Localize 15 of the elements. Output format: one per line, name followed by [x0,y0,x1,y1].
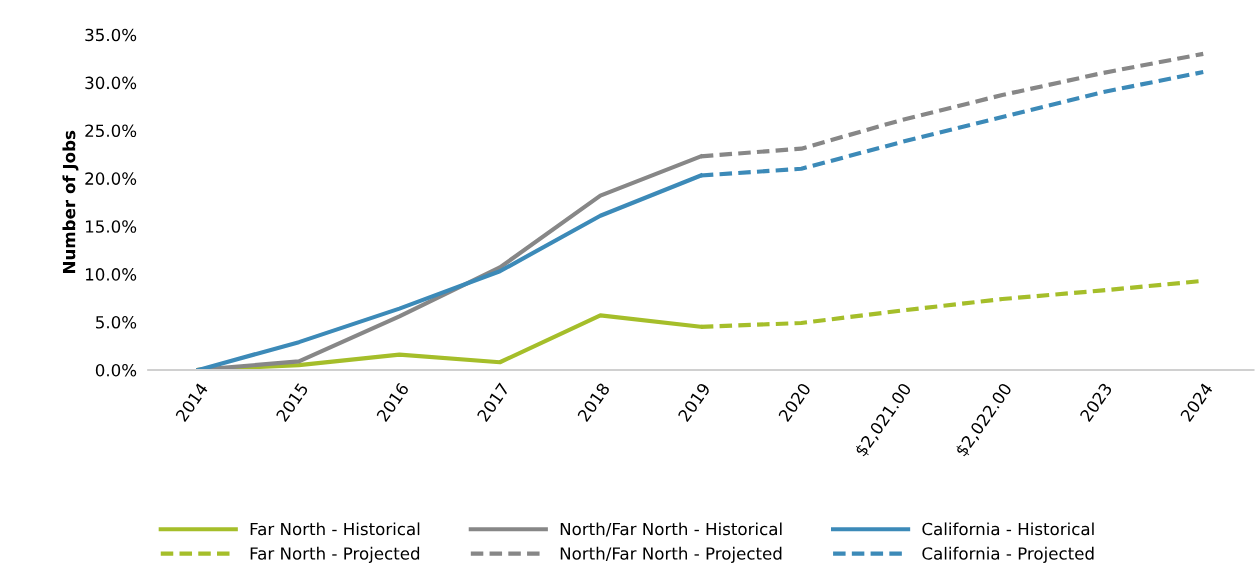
y-tick-label: 25.0% [85,124,137,138]
legend-label: California - Projected [922,546,1094,563]
y-tick-label: 20.0% [85,172,137,185]
y-tick-label: 30.0% [85,76,137,90]
legend-label: California - Historical [922,522,1094,536]
y-tick-label: 15.0% [85,220,137,233]
y-tick-label: 10.0% [85,268,137,281]
legend-label: North/Far North - Projected [560,546,782,563]
y-axis-title: Number of Jobs [62,130,79,273]
legend-label: North/Far North - Historical [560,522,782,537]
legend-label: Far North - Projected [250,546,420,563]
y-tick-label: 35.0% [85,28,137,42]
y-tick-label: 0.0% [95,363,137,377]
y-tick-label: 5.0% [96,315,137,329]
legend-label: Far North - Historical [250,522,420,536]
